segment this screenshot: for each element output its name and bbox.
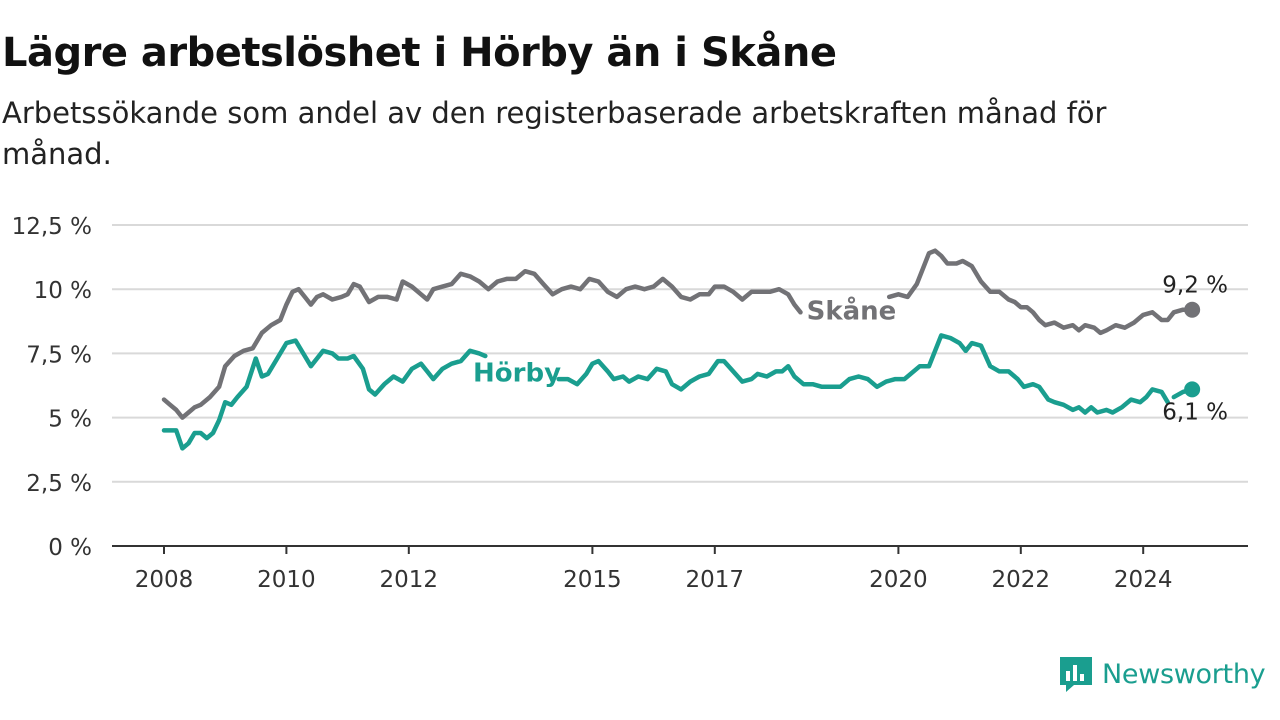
end-label-skane: 9,2 % — [1162, 273, 1228, 299]
chart-subtitle: Arbetssökande som andel av den registerb… — [2, 96, 1107, 171]
x-tick-label: 2008 — [135, 567, 194, 593]
y-axis-ticks: 0 % 2,5 % 5 % 7,5 % 10 % 12,5 % — [12, 214, 92, 561]
y-tick-label: 7,5 % — [26, 342, 92, 368]
x-tick-label: 2017 — [686, 567, 745, 593]
y-tick-label: 10 % — [34, 278, 92, 304]
series-line-hrby — [161, 338, 488, 451]
series-line-skne — [886, 248, 1195, 336]
end-point-hrby — [1184, 381, 1201, 398]
chart-title: Lägre arbetslöshet i Hörby än i Skåne — [2, 30, 837, 76]
brand-name: Newsworthy — [1102, 658, 1266, 690]
newsworthy-brand[interactable]: Newsworthy — [1058, 654, 1266, 694]
x-tick-label: 2010 — [257, 567, 316, 593]
end-label-horby: 6,1 % — [1162, 399, 1228, 425]
series-lines — [161, 248, 1201, 451]
x-tick-label: 2015 — [563, 567, 622, 593]
series-labels: Skåne Hörby 9,2 % 6,1 % — [473, 273, 1228, 426]
newsworthy-logo-icon — [1060, 657, 1092, 692]
x-tick-label: 2012 — [380, 567, 439, 593]
y-tick-label: 0 % — [48, 535, 92, 561]
x-axis: 2008 2010 2012 2015 2017 2020 2022 2024 — [112, 545, 1248, 593]
series-label-skane: Skåne — [807, 295, 897, 327]
x-tick-label: 2024 — [1114, 567, 1173, 593]
y-tick-label: 5 % — [48, 407, 92, 433]
series-label-horby: Hörby — [473, 358, 561, 388]
y-tick-label: 12,5 % — [12, 214, 92, 240]
line-chart: 0 %2,5 %5 %7,5 %10 %12,5 % 2008 2010 2012 2… — [12, 214, 1248, 593]
y-tick-label: 2,5 % — [26, 471, 92, 497]
x-tick-label: 2022 — [992, 567, 1051, 593]
end-point-skne — [1184, 301, 1201, 318]
x-tick-label: 2020 — [869, 567, 928, 593]
series-line-skne — [161, 268, 803, 420]
series-line-hrby — [556, 333, 1170, 415]
